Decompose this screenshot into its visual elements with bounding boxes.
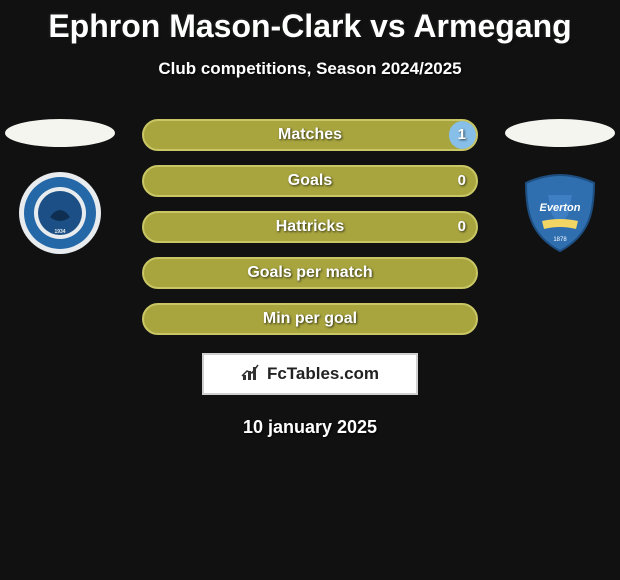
stat-label: Matches — [142, 119, 478, 151]
stat-row: Hattricks0 — [142, 211, 478, 243]
chart-icon — [241, 363, 261, 386]
stat-value: 0 — [458, 165, 466, 197]
stat-row: Goals per match — [142, 257, 478, 289]
stats-area: 1934 Everton 1878 Matches1Goals0Hattrick… — [0, 119, 620, 335]
left-player-oval — [5, 119, 115, 147]
left-club-crest: 1934 — [18, 171, 102, 255]
right-club-crest: Everton 1878 — [518, 171, 602, 255]
stat-label: Hattricks — [142, 211, 478, 243]
stat-label: Goals — [142, 165, 478, 197]
source-logo-text: FcTables.com — [267, 364, 379, 384]
stat-row: Goals0 — [142, 165, 478, 197]
page-subtitle: Club competitions, Season 2024/2025 — [0, 59, 620, 79]
source-logo-box: FcTables.com — [202, 353, 418, 395]
stat-value: 1 — [458, 119, 466, 151]
right-player-oval — [505, 119, 615, 147]
stat-value: 0 — [458, 211, 466, 243]
stat-label: Goals per match — [142, 257, 478, 289]
svg-text:1934: 1934 — [54, 229, 65, 235]
svg-text:1878: 1878 — [553, 237, 567, 243]
page-title: Ephron Mason-Clark vs Armegang — [0, 0, 620, 45]
stat-label: Min per goal — [142, 303, 478, 335]
stat-row: Matches1 — [142, 119, 478, 151]
date-text: 10 january 2025 — [0, 417, 620, 438]
stat-row: Min per goal — [142, 303, 478, 335]
svg-text:Everton: Everton — [540, 202, 581, 214]
